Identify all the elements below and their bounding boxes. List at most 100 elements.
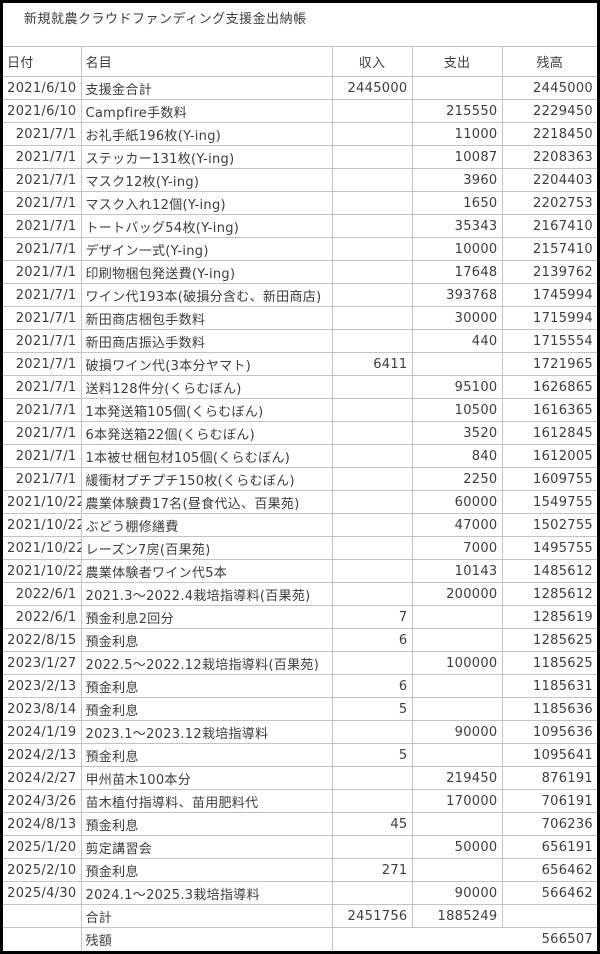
page-title: 新規就農クラウドファンディング支援金出納帳 <box>24 12 307 27</box>
cell-name: 緩衝材プチプチ150枚(くらむぼん) <box>80 467 333 491</box>
cell-date: 2021/6/10 <box>3 76 82 100</box>
cell-income <box>331 490 413 514</box>
cell-income <box>331 444 413 468</box>
cell-date: 2021/7/1 <box>3 352 82 376</box>
table-row: 2021/6/10 Campfire手数料 215550 2229450 <box>3 99 597 123</box>
cell-name: 1本被せ梱包材105個(くらむぼん) <box>80 444 333 468</box>
total-date-empty <box>3 904 82 928</box>
table-row: 2024/1/19 2023.1〜2023.12栽培指導料 90000 1095… <box>3 720 597 744</box>
cell-date: 2023/8/14 <box>3 697 82 721</box>
cell-income: 2445000 <box>331 76 413 100</box>
table-row: 2021/7/1 マスク12枚(Y-ing) 3960 2204403 <box>3 168 597 192</box>
cell-expense <box>411 674 503 698</box>
ledger-table: 日付 名目 収入 支出 残高 2021/6/10 支援金合計 2445000 2… <box>3 46 597 951</box>
cell-balance: 706191 <box>501 789 597 813</box>
cell-date: 2021/7/1 <box>3 306 82 330</box>
cell-date: 2021/7/1 <box>3 283 82 307</box>
cell-expense: 100000 <box>411 651 503 675</box>
cell-income <box>331 582 413 606</box>
cell-name: マスク入れ12個(Y-ing) <box>80 191 333 215</box>
cell-balance: 1616365 <box>501 398 597 422</box>
cell-date: 2021/7/1 <box>3 237 82 261</box>
cell-name: 甲州苗木100本分 <box>80 766 333 790</box>
cell-date: 2024/2/27 <box>3 766 82 790</box>
cell-name: 預金利息 <box>80 858 333 882</box>
cell-income: 45 <box>331 812 413 836</box>
cell-name: 1本発送箱105個(くらむぼん) <box>80 398 333 422</box>
cell-name: ワイン代193本(破損分含む、新田商店) <box>80 283 333 307</box>
cell-date: 2024/3/26 <box>3 789 82 813</box>
cell-date: 2023/2/13 <box>3 674 82 698</box>
cell-name: 預金利息 <box>80 628 333 652</box>
cell-expense: 10087 <box>411 145 503 169</box>
cell-income: 6 <box>331 674 413 698</box>
cell-name: 2022.5〜2022.12栽培指導料(百果苑) <box>80 651 333 675</box>
cell-expense <box>411 858 503 882</box>
table-row: 2022/8/15 預金利息 6 1285625 <box>3 628 597 652</box>
table-row: 2021/7/1 印刷物梱包発送費(Y-ing) 17648 2139762 <box>3 260 597 284</box>
cell-date: 2023/1/27 <box>3 651 82 675</box>
table-row: 2023/8/14 預金利息 5 1185636 <box>3 697 597 721</box>
table-row: 2022/6/1 預金利息2回分 7 1285619 <box>3 605 597 629</box>
cell-date: 2021/7/1 <box>3 145 82 169</box>
table-row: 2021/10/22 農業体験費17名(昼食代込、百果苑) 60000 1549… <box>3 490 597 514</box>
cell-balance: 876191 <box>501 766 597 790</box>
table-row: 2025/4/30 2024.1〜2025.3栽培指導料 90000 56646… <box>3 881 597 905</box>
cell-income: 5 <box>331 743 413 767</box>
cell-expense <box>411 743 503 767</box>
table-row: 2021/7/1 破損ワイン代(3本分ヤマト) 6411 1721965 <box>3 352 597 376</box>
cell-name: 預金利息 <box>80 812 333 836</box>
cell-expense: 3960 <box>411 168 503 192</box>
cell-date: 2022/8/15 <box>3 628 82 652</box>
cell-name: 2024.1〜2025.3栽培指導料 <box>80 881 333 905</box>
cell-balance: 1612845 <box>501 421 597 445</box>
cell-balance: 1285612 <box>501 582 597 606</box>
cell-expense: 7000 <box>411 536 503 560</box>
cell-name: 6本発送箱22個(くらむぼん) <box>80 421 333 445</box>
table-row: 2024/2/27 甲州苗木100本分 219450 876191 <box>3 766 597 790</box>
table-row: 2021/7/1 緩衝材プチプチ150枚(くらむぼん) 2250 1609755 <box>3 467 597 491</box>
cell-income <box>331 766 413 790</box>
cell-expense <box>411 352 503 376</box>
cell-expense: 215550 <box>411 99 503 123</box>
table-row: 2021/7/1 6本発送箱22個(くらむぼん) 3520 1612845 <box>3 421 597 445</box>
cell-date: 2021/7/1 <box>3 122 82 146</box>
total-expense: 1885249 <box>411 904 503 928</box>
table-row: 2022/6/1 2021.3〜2022.4栽培指導料(百果苑) 200000 … <box>3 582 597 606</box>
cell-balance: 2157410 <box>501 237 597 261</box>
cell-income <box>331 789 413 813</box>
cell-date: 2022/6/1 <box>3 605 82 629</box>
table-row: 2021/7/1 1本被せ梱包材105個(くらむぼん) 840 1612005 <box>3 444 597 468</box>
header-income: 収入 <box>331 46 413 77</box>
cell-date: 2021/10/22 <box>3 536 82 560</box>
total-label: 合計 <box>80 904 333 928</box>
cell-balance: 1721965 <box>501 352 597 376</box>
table-row: 2021/7/1 新田商店梱包手数料 30000 1715994 <box>3 306 597 330</box>
cell-balance: 1285625 <box>501 628 597 652</box>
total-row: 合計 2451756 1885249 <box>3 904 597 928</box>
cell-income <box>331 283 413 307</box>
cell-income <box>331 145 413 169</box>
cell-date: 2024/8/13 <box>3 812 82 836</box>
remainder-label: 残額 <box>80 927 333 951</box>
cell-income <box>331 375 413 399</box>
cell-income <box>331 720 413 744</box>
cell-date: 2021/7/1 <box>3 260 82 284</box>
table-row: 2021/7/1 ステッカー131枚(Y-ing) 10087 2208363 <box>3 145 597 169</box>
cell-balance: 1626865 <box>501 375 597 399</box>
cell-balance: 1285619 <box>501 605 597 629</box>
cell-income <box>331 398 413 422</box>
cell-balance: 1612005 <box>501 444 597 468</box>
cell-balance: 1485612 <box>501 559 597 583</box>
table-row: 2024/8/13 預金利息 45 706236 <box>3 812 597 836</box>
cell-expense <box>411 605 503 629</box>
cell-income: 6 <box>331 628 413 652</box>
cell-expense: 60000 <box>411 490 503 514</box>
table-row: 2021/7/1 新田商店振込手数料 440 1715554 <box>3 329 597 353</box>
cell-balance: 2218450 <box>501 122 597 146</box>
cell-date: 2021/7/1 <box>3 329 82 353</box>
table-row: 2024/3/26 苗木植付指導料、苗用肥料代 170000 706191 <box>3 789 597 813</box>
cell-balance: 1185625 <box>501 651 597 675</box>
ledger-rows: 2021/6/10 支援金合計 2445000 2445000 2021/6/1… <box>3 76 597 905</box>
